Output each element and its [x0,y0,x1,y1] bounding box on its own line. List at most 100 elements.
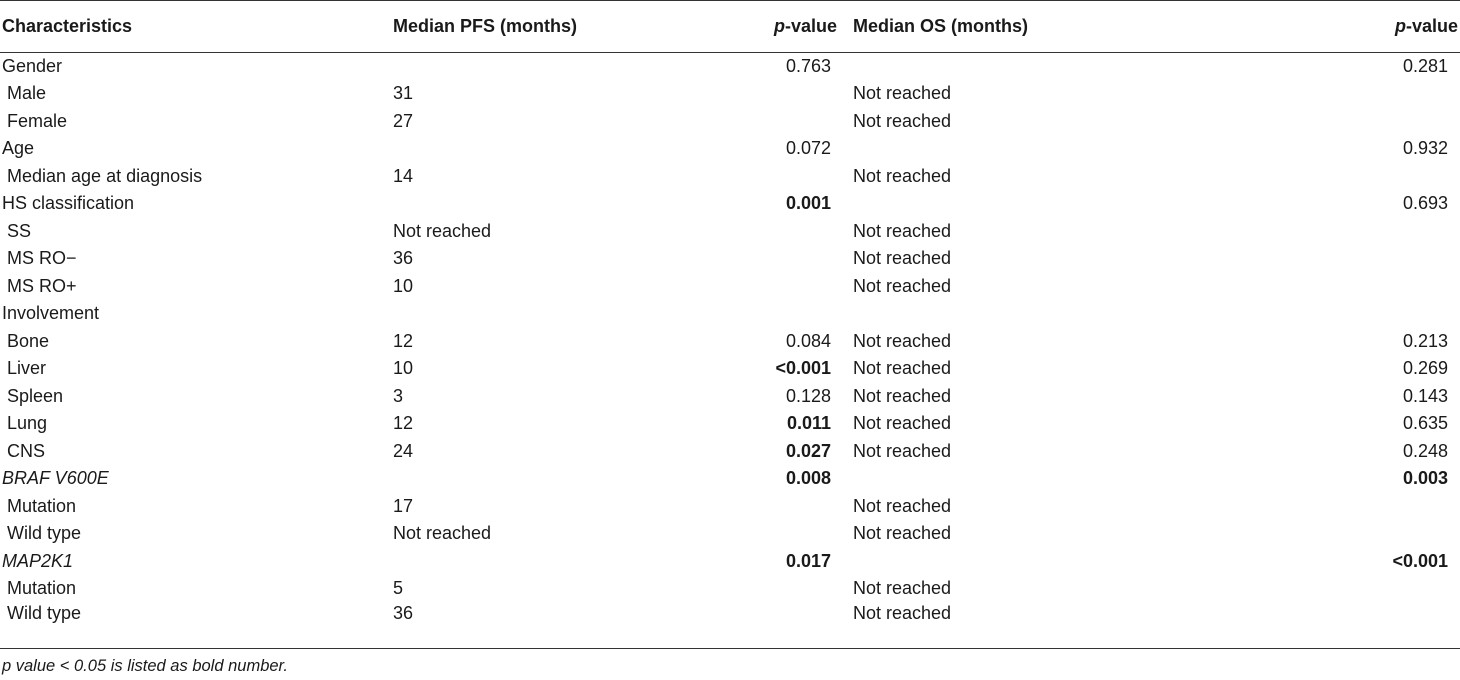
pfs-p-value-cell: 0.072 [785,138,831,159]
os-p-value-cell: 0.635 [1402,413,1448,434]
table-row: HS classification 0.001 0.693 [0,190,1460,218]
median-pfs-cell: 12 [393,413,414,434]
median-pfs-cell: 24 [393,440,414,461]
table-row: Gender 0.763 0.281 [0,53,1460,81]
median-pfs-cell [393,190,698,218]
median-pfs-cell: 10 [393,358,414,379]
row-label: Liver [7,358,47,379]
table-row: Lung 12 0.011 Not reached 0.635 [0,410,1460,438]
median-pfs-cell: 27 [393,110,414,131]
table-row: Wild type Not reached Not reached [0,520,1460,548]
os-p-value-cell [1158,603,1460,631]
os-p-value-cell [1158,80,1460,108]
header-value-suffix: -value [784,16,837,36]
median-os-cell [853,190,1158,218]
row-label: BRAF V600E [2,468,109,489]
os-p-value-cell: 0.003 [1402,468,1448,489]
row-label: SS [7,220,32,241]
table-body: Gender 0.763 0.281 Male 31 Not reached Female 2… [0,53,1460,631]
os-p-value-cell: 0.143 [1402,385,1448,406]
median-os-cell [853,135,1158,163]
header-characteristics: Characteristics [0,0,393,53]
median-os-cell: Not reached [853,358,952,379]
median-pfs-cell: 10 [393,275,414,296]
pfs-p-value-cell [698,520,853,548]
table-row: SS Not reached Not reached [0,218,1460,246]
table-row: Involvement [0,300,1460,328]
row-label: HS classification [2,193,135,214]
table-row: Age 0.072 0.932 [0,135,1460,163]
pfs-p-value-cell [698,245,853,273]
row-label: Spleen [7,385,64,406]
median-pfs-cell: 17 [393,495,414,516]
median-os-cell: Not reached [853,83,952,104]
header-os-p-value: p-value [1158,0,1460,53]
table-row: Bone 12 0.084 Not reached 0.213 [0,328,1460,356]
results-table: Characteristics Median PFS (months) p-va… [0,0,1460,631]
row-label: MS RO+ [7,275,77,296]
header-p-italic: p [773,16,785,36]
os-p-value-cell: 0.693 [1402,193,1448,214]
os-p-value-cell: 0.213 [1402,330,1448,351]
row-label: Bone [7,330,50,351]
pfs-p-value-cell [698,80,853,108]
median-pfs-cell [393,465,698,493]
table-row: Female 27 Not reached [0,108,1460,136]
median-os-cell: Not reached [853,330,952,351]
pfs-p-value-cell [698,273,853,301]
median-pfs-cell: 12 [393,330,414,351]
median-os-cell: Not reached [853,523,952,544]
pfs-p-value-cell [698,218,853,246]
pfs-p-value-cell: 0.027 [785,440,831,461]
os-p-value-cell [1158,300,1460,328]
table-row: BRAF V600E 0.008 0.003 [0,465,1460,493]
row-label: MAP2K1 [2,550,74,571]
row-label: CNS [7,440,46,461]
header-pfs-p-value: p-value [698,0,853,53]
header-median-os: Median OS (months) [853,0,1158,53]
pfs-p-value-cell: 0.008 [785,468,831,489]
os-p-value-cell [1158,575,1460,603]
median-os-cell: Not reached [853,413,952,434]
median-os-cell [853,53,1158,81]
header-row: Characteristics Median PFS (months) p-va… [0,0,1460,53]
row-label: Female [7,110,68,131]
table-row: MS RO− 36 Not reached [0,245,1460,273]
row-label: Gender [2,56,63,76]
os-p-value-cell: <0.001 [1392,550,1448,571]
os-p-value-cell: 0.932 [1402,138,1448,159]
table-row: MAP2K1 0.017 <0.001 [0,548,1460,576]
row-label: Wild type [7,602,82,623]
header-value-suffix: -value [1405,16,1458,36]
median-pfs-cell [393,135,698,163]
row-label: Median age at diagnosis [7,165,203,186]
median-os-cell [853,300,1158,328]
pfs-p-value-cell [698,575,853,603]
table-row: MS RO+ 10 Not reached [0,273,1460,301]
median-os-cell: Not reached [853,495,952,516]
pfs-p-value-cell [698,603,853,631]
median-os-cell [853,465,1158,493]
median-os-cell: Not reached [853,602,952,623]
median-os-cell: Not reached [853,220,952,241]
row-label: Mutation [7,578,77,599]
median-os-cell: Not reached [853,440,952,461]
median-os-cell: Not reached [853,110,952,131]
os-p-value-cell: 0.269 [1402,358,1448,379]
median-os-cell [853,548,1158,576]
median-pfs-cell: 36 [393,602,414,623]
median-pfs-cell [393,300,698,328]
os-p-value-cell [1158,520,1460,548]
header-p-italic: p [1394,16,1406,36]
os-p-value-cell [1158,245,1460,273]
median-pfs-cell: Not reached [393,220,492,241]
table-row: Male 31 Not reached [0,80,1460,108]
bottom-rule [0,648,1460,649]
median-os-cell: Not reached [853,385,952,406]
table-row: Mutation 17 Not reached [0,493,1460,521]
table-row: Median age at diagnosis 14 Not reached [0,163,1460,191]
median-pfs-cell: 3 [393,385,404,406]
pfs-p-value-cell: 0.017 [785,550,831,571]
os-p-value-cell [1158,493,1460,521]
